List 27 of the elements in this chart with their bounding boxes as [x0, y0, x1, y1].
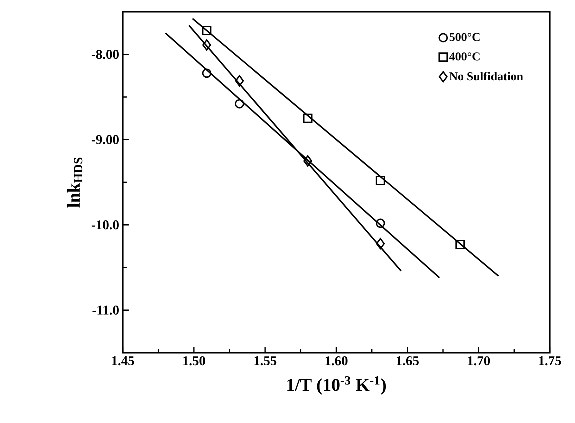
point [202, 40, 212, 51]
point [376, 218, 386, 228]
y-tick-label: -10.0 [92, 220, 119, 230]
x-tick-label: 1.50 [183, 356, 206, 366]
legend-label: No Sulfidation [450, 72, 524, 81]
x-axis-title: 1/T (10$^{-3}$ K$^{-1}$) [288, 376, 386, 395]
x-tick-label: 1.60 [326, 356, 348, 366]
x-tick-label: 1.55 [254, 356, 277, 366]
point [456, 240, 466, 250]
point [304, 156, 312, 167]
point [235, 99, 244, 109]
point [202, 68, 212, 78]
point [376, 238, 386, 250]
y-tick-label: -11.0 [92, 306, 119, 315]
point [303, 114, 313, 124]
x-tick-label: 1.65 [396, 356, 419, 366]
point [376, 176, 386, 186]
x-tick-label: 1.75 [539, 356, 562, 366]
legend-label: 500°C [450, 33, 480, 42]
legend-label: 400°C [450, 52, 480, 61]
y-tick-label: -9.00 [92, 135, 119, 144]
y-tick-label: -8.00 [92, 50, 119, 60]
point [202, 26, 212, 36]
point [235, 75, 244, 87]
x-tick-label: 1.70 [468, 356, 490, 366]
x-tick-label: 1.45 [112, 356, 134, 366]
y-axis-title: lnk$_{HDS}$ [67, 158, 83, 208]
